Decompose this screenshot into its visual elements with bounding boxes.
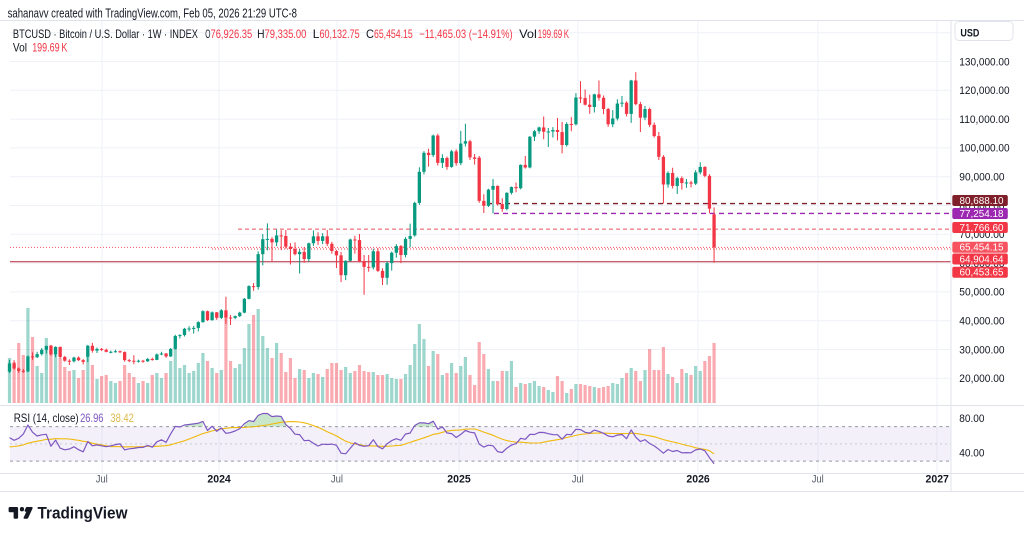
svg-text:Vol: Vol [13, 40, 27, 54]
svg-text:BTCUSD · Bitcoin / U.S. Dollar: BTCUSD · Bitcoin / U.S. Dollar · 1W · IN… [13, 27, 198, 41]
svg-text:90,000.00: 90,000.00 [959, 172, 1004, 184]
svg-text:110,000.00: 110,000.00 [959, 114, 1009, 126]
svg-text:60,453.65: 60,453.65 [960, 267, 1004, 279]
svg-text:Jul: Jul [96, 473, 108, 485]
svg-text:C: C [366, 27, 374, 41]
svg-text:60,132.75: 60,132.75 [320, 27, 360, 41]
svg-text:2027: 2027 [926, 474, 949, 486]
svg-text:Jul: Jul [331, 473, 343, 485]
svg-text:80,688.10: 80,688.10 [960, 195, 1004, 207]
svg-text:O: O [205, 27, 210, 41]
svg-text:TradingView: TradingView [38, 505, 128, 523]
svg-text:2024: 2024 [207, 474, 231, 486]
svg-text:Jul: Jul [572, 473, 584, 485]
svg-text:100,000.00: 100,000.00 [959, 143, 1009, 155]
svg-text:L: L [313, 27, 320, 41]
svg-text:38.42: 38.42 [110, 411, 134, 425]
svg-text:USD: USD [960, 27, 979, 39]
svg-text:Jul: Jul [812, 473, 824, 485]
svg-text:40,000.00: 40,000.00 [959, 316, 1004, 328]
svg-text:65,454.15: 65,454.15 [960, 242, 1004, 254]
svg-text:71,766.60: 71,766.60 [960, 222, 1004, 234]
svg-text:−11,465.03 (−14.91%): −11,465.03 (−14.91%) [419, 27, 513, 41]
svg-text:H: H [257, 27, 264, 41]
svg-text:20,000.00: 20,000.00 [959, 373, 1004, 385]
svg-text:sahanavv created with TradingV: sahanavv created with TradingView.com, F… [8, 5, 297, 20]
svg-text:199.69 K: 199.69 K [538, 27, 569, 41]
svg-text:Vol: Vol [519, 27, 537, 41]
svg-text:26.96: 26.96 [80, 411, 104, 425]
svg-text:77,254.18: 77,254.18 [960, 208, 1004, 220]
svg-text:30,000.00: 30,000.00 [959, 344, 1004, 356]
svg-text:2025: 2025 [447, 474, 470, 486]
svg-text:2026: 2026 [686, 474, 709, 486]
svg-text:65,454.15: 65,454.15 [374, 27, 413, 41]
svg-text:40.00: 40.00 [959, 447, 984, 459]
svg-text:64,904.64: 64,904.64 [960, 254, 1004, 266]
svg-text:120,000.00: 120,000.00 [959, 85, 1009, 97]
svg-text:130,000.00: 130,000.00 [959, 56, 1009, 68]
svg-text:76,926.35: 76,926.35 [211, 27, 253, 41]
svg-text:199.69 K: 199.69 K [32, 40, 67, 54]
svg-text:RSI (14, close): RSI (14, close) [14, 411, 79, 425]
svg-text:50,000.00: 50,000.00 [959, 287, 1004, 299]
svg-text:79,335.00: 79,335.00 [265, 27, 307, 41]
svg-text:80.00: 80.00 [959, 413, 984, 425]
